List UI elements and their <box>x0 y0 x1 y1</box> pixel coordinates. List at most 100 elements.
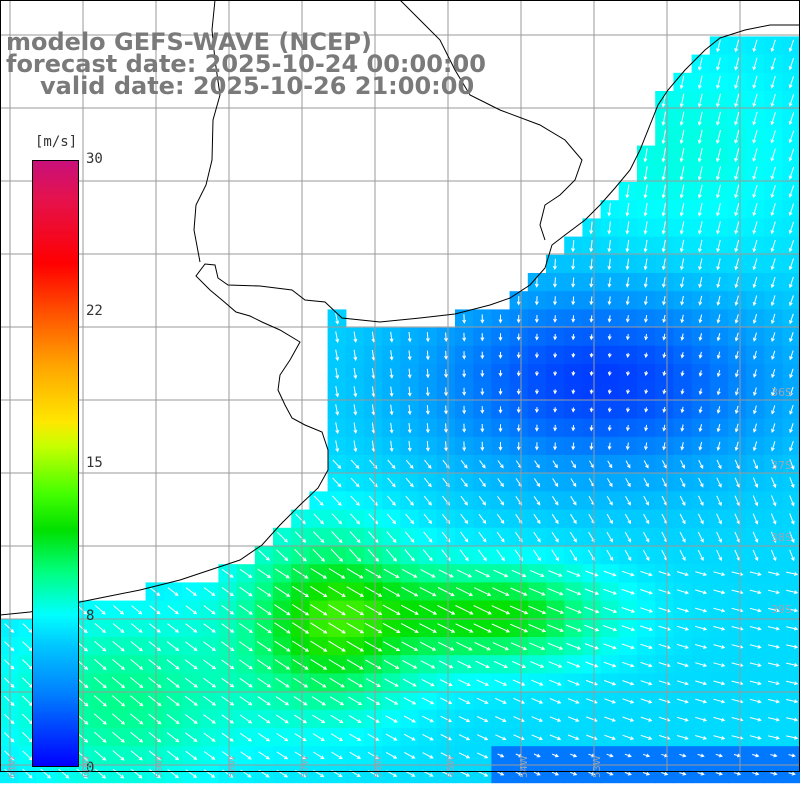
wind-arrow <box>389 404 394 416</box>
wind-arrow <box>713 625 726 631</box>
wind-arrow <box>437 623 456 633</box>
wind-arrow <box>425 332 430 343</box>
wind-arrow <box>310 658 328 670</box>
wind-arrow <box>389 368 394 379</box>
wind-arrow <box>460 459 468 469</box>
wind-arrow <box>752 350 757 360</box>
wind-arrow <box>94 605 106 615</box>
wind-arrow <box>328 659 346 670</box>
wind-arrow <box>350 459 360 470</box>
wind-arrow <box>274 568 290 579</box>
wind-arrow <box>658 716 671 722</box>
wind-arrow <box>335 386 340 398</box>
wind-arrow <box>752 203 758 217</box>
wind-arrow <box>551 549 560 562</box>
wind-arrow <box>567 716 580 722</box>
wind-arrow <box>331 531 343 544</box>
wind-arrow <box>589 442 594 451</box>
wind-arrow <box>643 513 650 525</box>
wind-arrow <box>497 753 505 758</box>
wind-arrow <box>335 367 340 380</box>
wind-arrow <box>789 368 794 379</box>
wind-arrow <box>256 604 272 615</box>
wind-arrow <box>643 258 648 271</box>
wind-arrow <box>498 314 503 324</box>
wind-arrow <box>749 717 762 722</box>
wind-arrow <box>274 640 291 652</box>
wind-arrow <box>644 352 649 359</box>
wind-arrow <box>606 478 613 488</box>
wind-arrow <box>734 75 740 90</box>
wind-arrow <box>661 111 666 126</box>
wind-arrow <box>625 425 630 432</box>
wind-arrow <box>679 129 685 145</box>
wind-arrow <box>697 129 703 145</box>
wind-arrow <box>752 459 759 470</box>
wind-arrow <box>382 604 401 615</box>
wind-arrow <box>570 496 577 506</box>
wind-arrow <box>407 331 412 343</box>
wind-arrow <box>552 460 558 469</box>
wind-arrow <box>335 404 340 416</box>
wind-arrow <box>604 734 616 740</box>
wind-arrow <box>680 314 685 324</box>
wind-arrow <box>607 352 612 358</box>
wind-arrow <box>644 424 649 432</box>
wind-arrow <box>534 389 539 395</box>
wind-arrow <box>679 771 687 776</box>
wind-arrow <box>565 606 582 614</box>
wind-arrow <box>222 751 234 760</box>
wind-arrow <box>621 643 635 650</box>
wind-arrow <box>425 405 430 415</box>
wind-arrow <box>752 753 760 758</box>
wind-arrow <box>425 350 430 361</box>
wind-arrow <box>458 679 471 686</box>
wind-arrow <box>295 513 306 525</box>
wind-arrow <box>698 258 703 271</box>
wind-arrow <box>530 661 545 668</box>
wind-arrow <box>679 753 687 758</box>
wind-arrow <box>496 531 505 543</box>
wind-arrow <box>353 386 358 398</box>
wind-arrow <box>498 370 503 377</box>
wind-arrow <box>130 713 144 725</box>
wind-arrow <box>294 531 307 543</box>
wind-arrow <box>94 768 107 779</box>
wind-arrow <box>401 641 419 651</box>
wind-arrow <box>661 166 666 181</box>
wind-arrow <box>697 75 703 90</box>
colorbar-unit: [m/s] <box>35 134 78 150</box>
wind-arrow <box>400 622 419 633</box>
wind-arrow <box>716 75 721 90</box>
wind-arrow <box>533 771 541 776</box>
wind-arrow <box>516 442 521 451</box>
wind-arrow <box>679 531 686 543</box>
wind-arrow <box>789 404 794 415</box>
wind-arrow <box>606 771 614 776</box>
wind-arrow <box>679 111 685 126</box>
wind-arrow <box>382 586 401 597</box>
wind-arrow <box>716 441 721 451</box>
wind-arrow <box>444 423 448 434</box>
wind-arrow <box>589 334 594 341</box>
wind-arrow <box>752 405 757 415</box>
wind-arrow <box>658 680 671 686</box>
wind-arrow <box>513 697 525 704</box>
colorbar-tick-22: 22 <box>86 303 103 319</box>
wind-arrow <box>516 296 521 306</box>
wind-arrow <box>570 478 577 488</box>
wind-arrow <box>419 641 437 651</box>
wind-arrow <box>644 389 649 395</box>
wind-arrow <box>716 314 721 324</box>
wind-arrow <box>749 607 762 613</box>
wind-arrow <box>346 659 364 670</box>
wind-arrow <box>349 751 362 759</box>
wind-arrow <box>480 333 485 342</box>
wind-arrow <box>551 531 559 543</box>
wind-arrow <box>586 698 598 704</box>
wind-arrow <box>589 425 594 432</box>
wind-arrow <box>510 623 529 633</box>
wind-arrow <box>440 734 452 741</box>
wind-arrow <box>149 605 161 615</box>
